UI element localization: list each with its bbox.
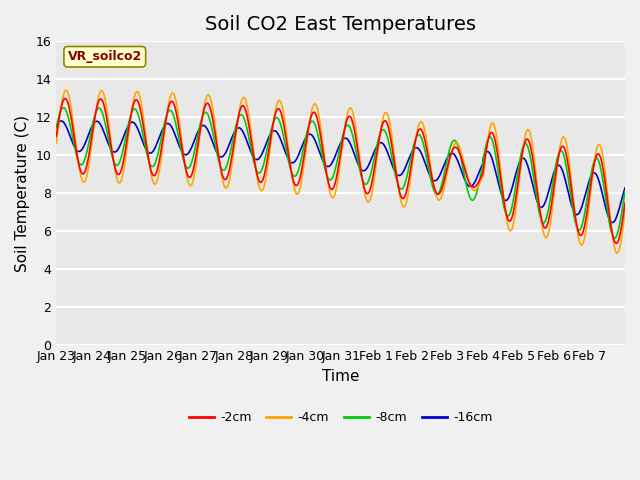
X-axis label: Time: Time bbox=[322, 369, 360, 384]
Title: Soil CO2 East Temperatures: Soil CO2 East Temperatures bbox=[205, 15, 476, 34]
Y-axis label: Soil Temperature (C): Soil Temperature (C) bbox=[15, 115, 30, 272]
Legend: -2cm, -4cm, -8cm, -16cm: -2cm, -4cm, -8cm, -16cm bbox=[184, 406, 498, 429]
Text: VR_soilco2: VR_soilco2 bbox=[68, 50, 142, 63]
